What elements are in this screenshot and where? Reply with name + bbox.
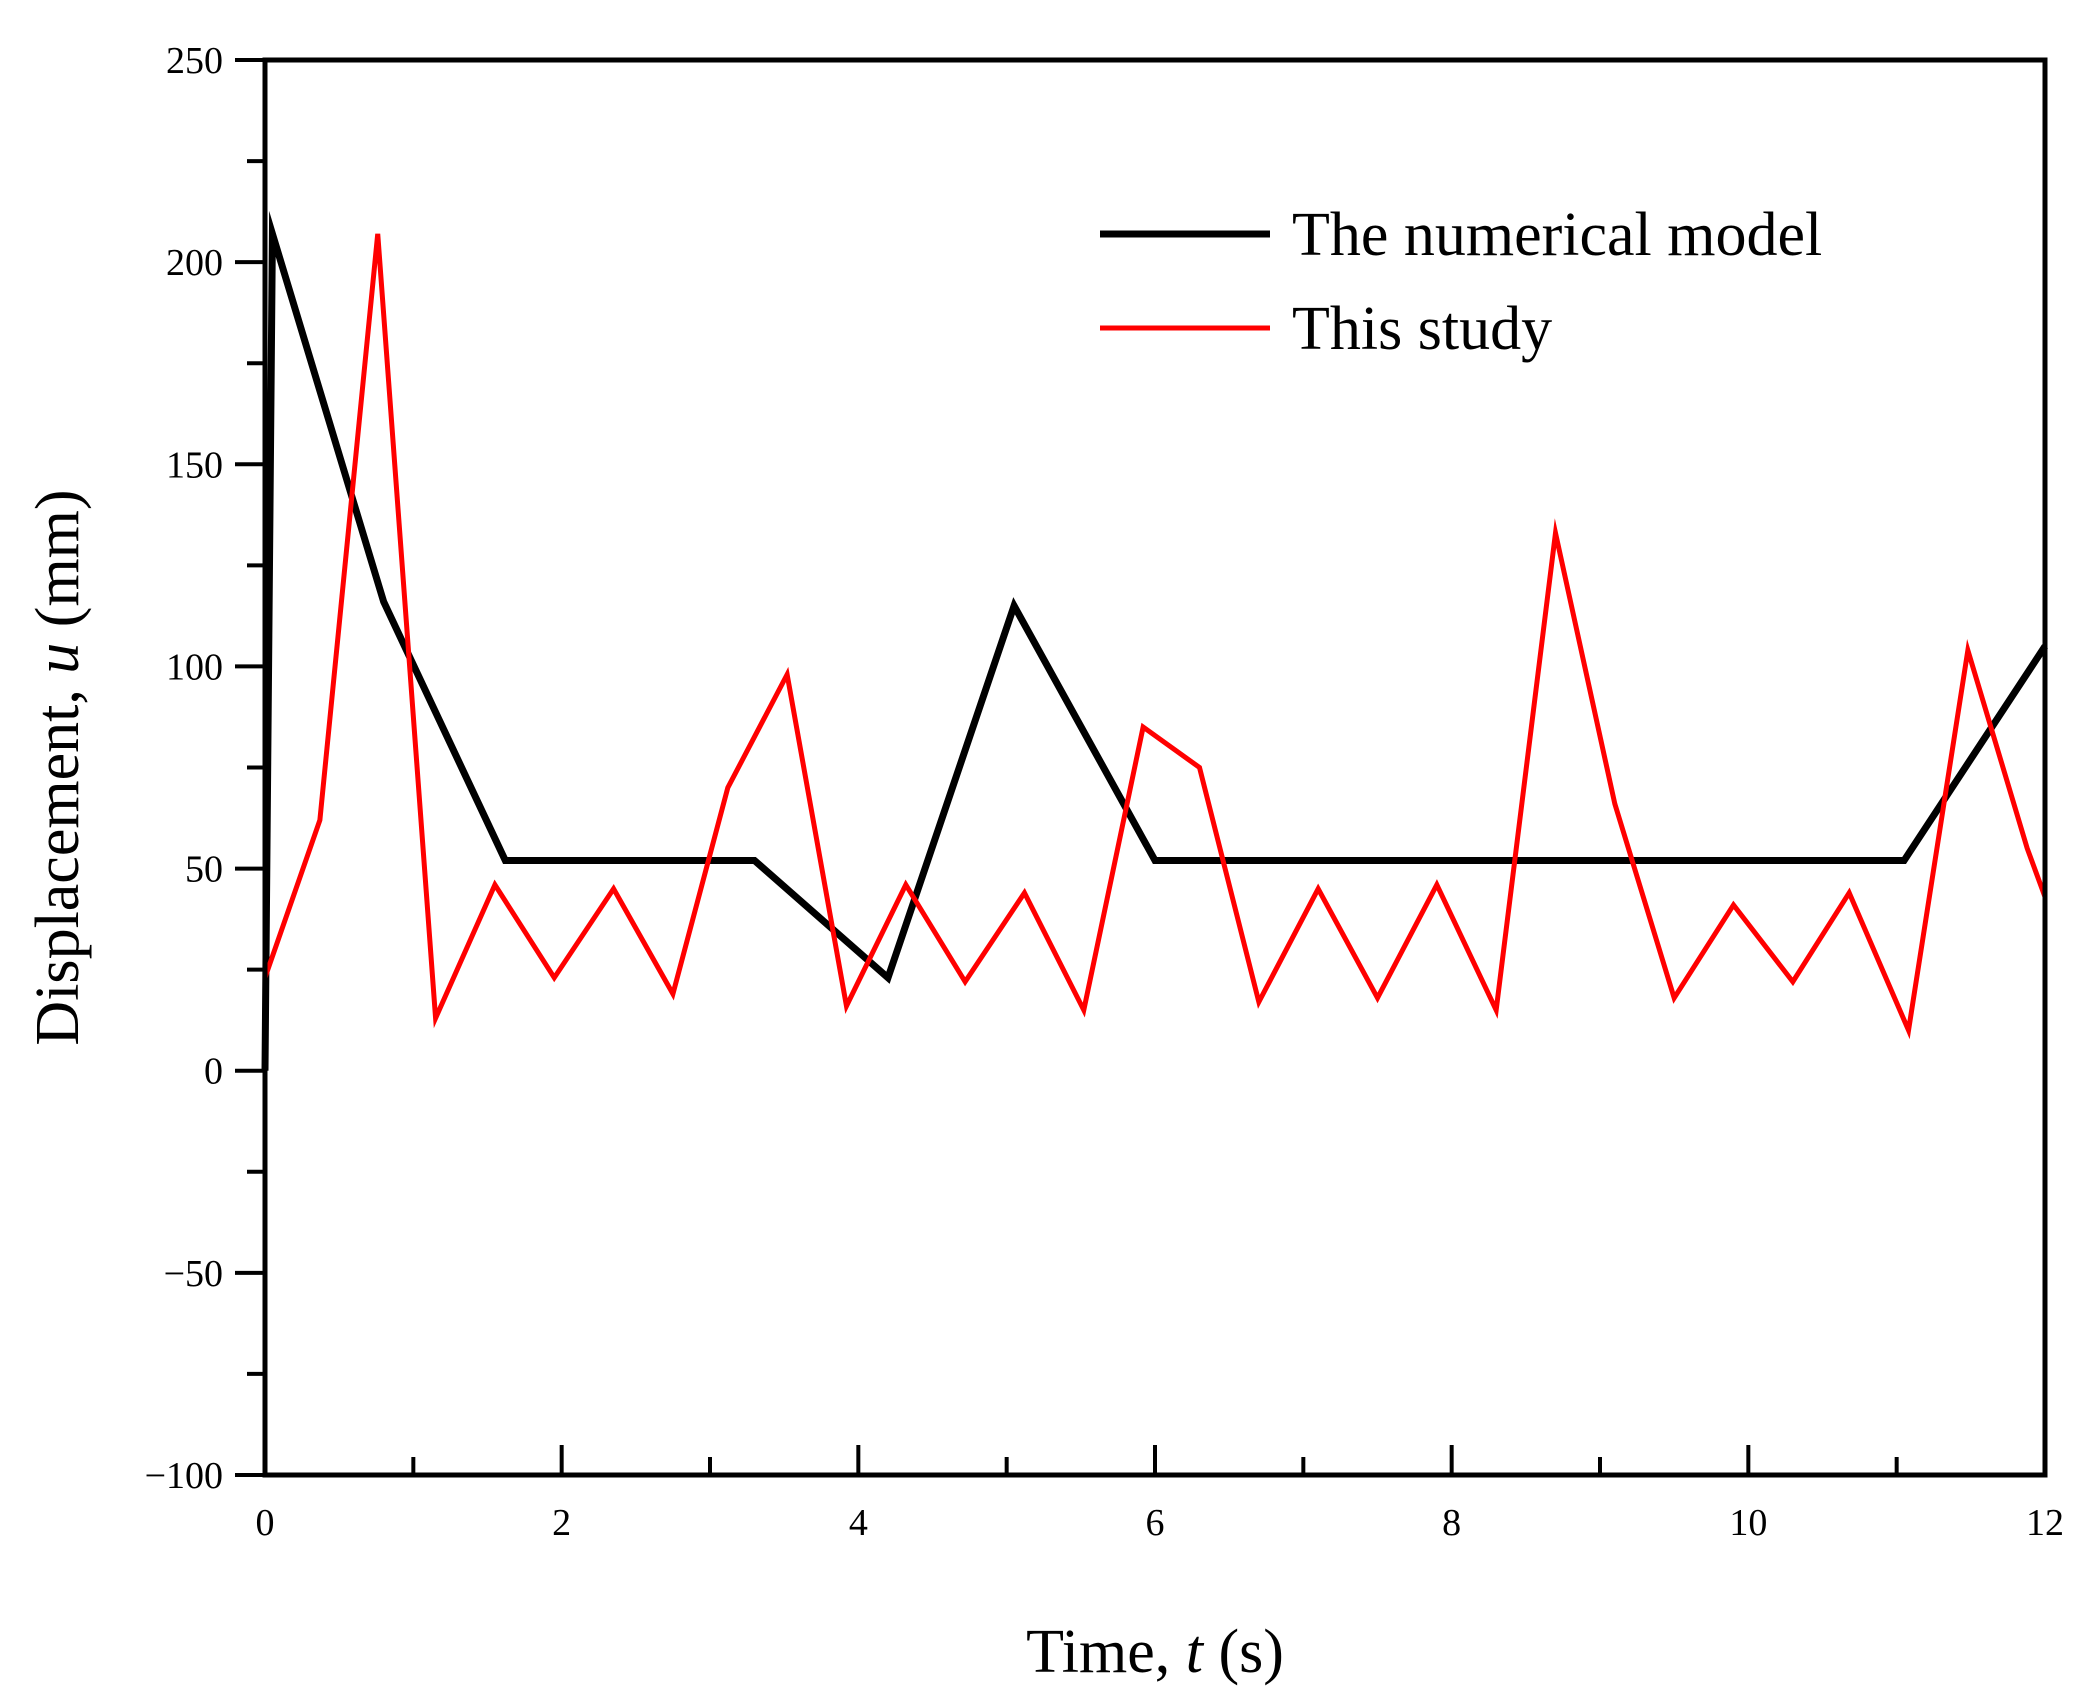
legend-label-numerical-model: The numerical model <box>1292 201 1822 269</box>
y-tick-label: 100 <box>166 646 223 688</box>
x-tick-label: 12 <box>2026 1502 2064 1544</box>
y-tick-label: −100 <box>145 1455 223 1497</box>
plot-frame <box>262 57 2048 1478</box>
x-tick-label: 0 <box>256 1502 275 1544</box>
y-tick-label: 150 <box>166 444 223 486</box>
x-axis-ticks: 0 2 4 6 8 10 12 <box>256 1445 2064 1544</box>
x-axis-title: Time, t (s) <box>1026 1618 1284 1686</box>
series-layer <box>261 210 2048 1071</box>
x-tick-label: 10 <box>1729 1502 1767 1544</box>
y-tick-label: 250 <box>166 40 223 82</box>
x-tick-label: 6 <box>1146 1502 1165 1544</box>
y-tick-label: −50 <box>164 1253 223 1295</box>
series-line-0 <box>261 210 2048 1071</box>
y-tick-label: 200 <box>166 242 223 284</box>
y-axis-title: Displacement, u (mm) <box>24 489 92 1045</box>
y-tick-label: 50 <box>185 849 223 891</box>
x-tick-label: 4 <box>849 1502 868 1544</box>
x-tick-label: 8 <box>1442 1502 1461 1544</box>
legend: The numerical model This study <box>1100 201 1822 363</box>
y-tick-label: 0 <box>204 1051 223 1093</box>
y-axis-ticks: −100 −50 0 50 100 150 200 250 <box>145 40 265 1497</box>
x-tick-label: 2 <box>552 1502 571 1544</box>
legend-label-this-study: This study <box>1292 295 1552 363</box>
series-line-1 <box>262 233 2048 1040</box>
